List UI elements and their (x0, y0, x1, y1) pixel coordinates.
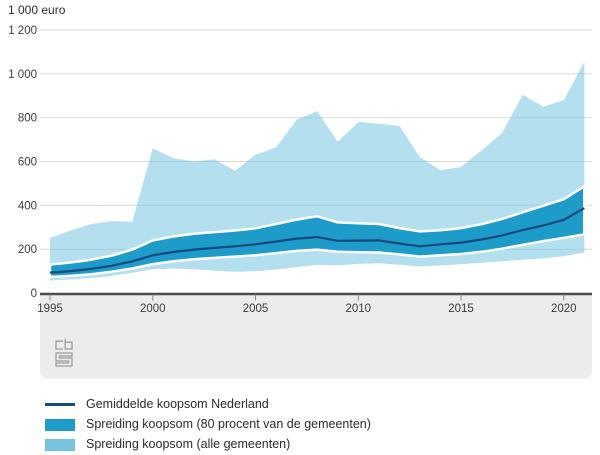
legend-label: Gemiddelde koopsom Nederland (86, 397, 269, 411)
legend-item-gemiddelde-koopsom: Gemiddelde koopsom Nederland (45, 398, 371, 411)
chart-plot-layer (40, 29, 592, 281)
cbs-logo-b (64, 338, 73, 350)
y-tick-label: 800 (18, 113, 37, 125)
legend-item-spreiding-80-procent: Spreiding koopsom (80 procent van de gem… (45, 418, 371, 431)
legend-line-swatch (45, 403, 75, 406)
chart-legend: Gemiddelde koopsom Nederland Spreiding k… (45, 398, 371, 451)
y-tick-label: 0 (31, 288, 37, 300)
legend-band-swatch-dark (45, 418, 75, 431)
y-tick-label: 1 000 (8, 69, 37, 81)
legend-label: Spreiding koopsom (alle gemeenten) (86, 437, 291, 451)
x-tick-label: 2005 (243, 303, 269, 315)
cbs-logo-c (55, 340, 63, 350)
y-tick-label: 200 (18, 244, 37, 256)
koopsom-area-chart: 0 200 400 600 800 1 000 1 200 1995 2000 2005 2010 2… (8, 25, 592, 379)
x-tick-label: 2015 (448, 303, 474, 315)
y-tick-label: 600 (18, 157, 37, 169)
x-tick-label: 2010 (346, 303, 372, 315)
chart-axis-label-layer: 0 200 400 600 800 1 000 1 200 1995 2000 2005 2010 2… (8, 25, 576, 315)
legend-band-swatch-light (45, 438, 75, 451)
y-tick-label: 1 200 (8, 25, 37, 37)
x-tick-label: 2020 (551, 303, 577, 315)
area-80-procent-gemeenten (48, 185, 586, 279)
legend-label: Spreiding koopsom (80 procent van de gem… (86, 417, 371, 431)
x-tick-label: 1995 (37, 303, 63, 315)
cbs-logo (55, 338, 73, 367)
legend-item-spreiding-alle-gemeenten: Spreiding koopsom (alle gemeenten) (45, 438, 371, 451)
area-alle-gemeenten (50, 61, 585, 281)
x-tick-label: 2000 (140, 303, 166, 315)
x-axis-strip (40, 295, 592, 379)
y-axis-unit-label: 1 000 euro (8, 3, 66, 17)
gemiddelde-koopsom-line (49, 207, 585, 274)
y-tick-label: 400 (18, 200, 37, 212)
cbs-logo-s (55, 352, 73, 367)
